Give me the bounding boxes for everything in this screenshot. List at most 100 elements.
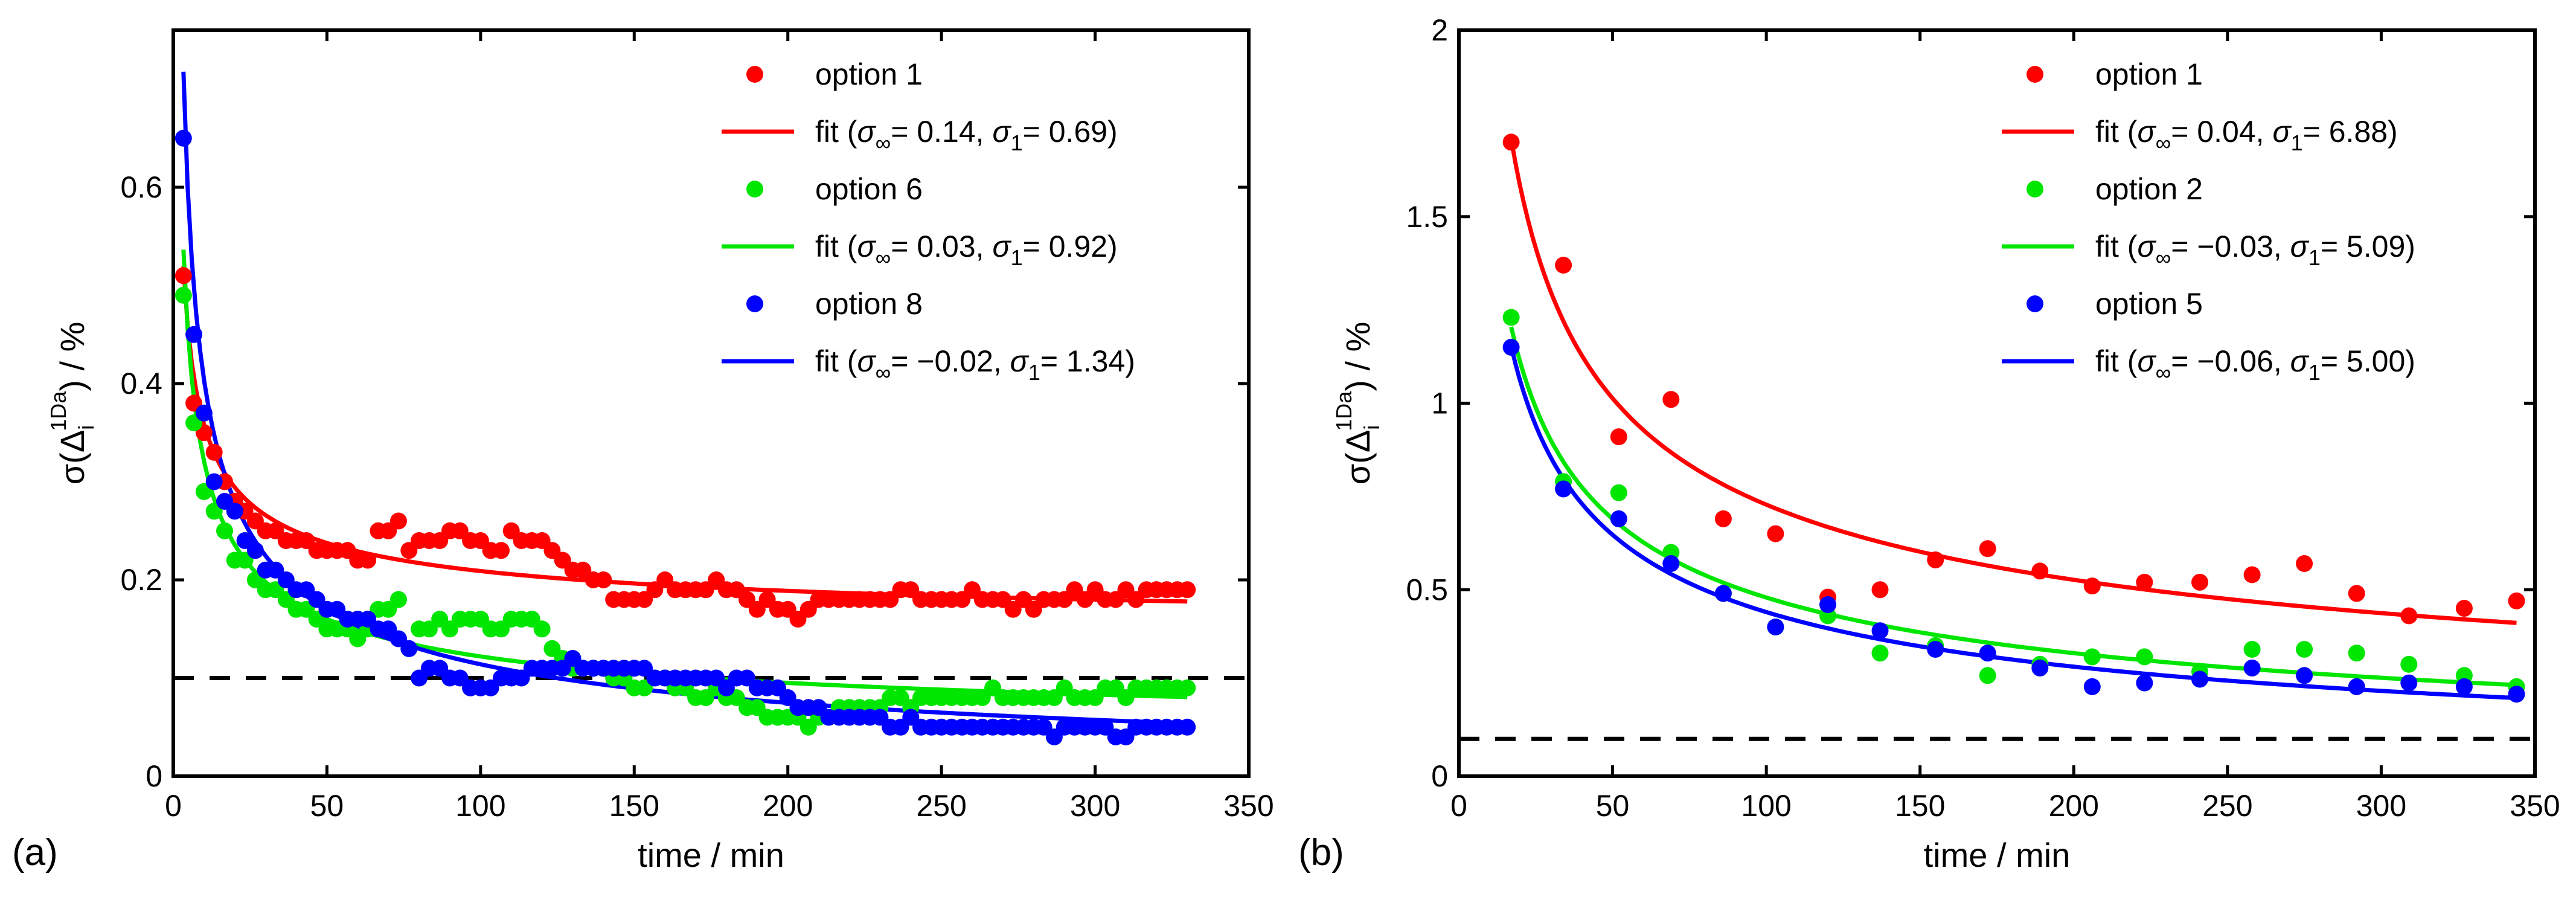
data-point-series-1 (390, 512, 407, 530)
fit-label-sigma: σ (992, 115, 1011, 149)
fit-label-subscript-inf: ∞ (876, 360, 891, 385)
fit-label-value-1: = 5.09) (2321, 230, 2415, 263)
data-point-series-1 (1871, 581, 1889, 599)
data-point-series-1 (175, 267, 192, 285)
data-point-series-3 (1555, 480, 1572, 498)
x-tick-label: 200 (2049, 789, 2099, 823)
x-tick-label: 300 (1070, 789, 1120, 823)
data-point-series-1 (2296, 555, 2313, 572)
data-point-series-3 (195, 404, 213, 422)
data-point-series-1 (1767, 525, 1784, 542)
x-axis-label: time / min (1924, 836, 2071, 874)
panel-a-label: (a) (12, 832, 58, 873)
y-axis-label-prefix: σ(Δ (53, 430, 91, 485)
fit-label-sigma: σ (857, 344, 876, 378)
y-tick-label: 0.4 (120, 367, 162, 400)
legend-marker-1 (746, 66, 763, 83)
fit-label-open: fit ( (815, 230, 857, 263)
y-axis-label-subscript: i (1359, 425, 1384, 430)
data-point-series-1 (2031, 562, 2049, 580)
legend-marker-1 (2027, 66, 2043, 83)
fit-label-subscript-inf: ∞ (2156, 245, 2171, 270)
fit-label-open: fit ( (815, 344, 857, 378)
fit-label-sigma: σ (2137, 115, 2156, 149)
data-point-series-3 (2400, 674, 2418, 692)
data-point-series-2 (2296, 641, 2313, 658)
data-point-series-2 (2348, 645, 2365, 662)
x-tick-label: 250 (2202, 789, 2252, 823)
x-tick-label: 100 (455, 789, 505, 823)
data-point-series-3 (1871, 622, 1889, 640)
fit-label-value-1: = 1.34) (1040, 344, 1135, 378)
plot-area (173, 30, 1249, 776)
data-point-series-1 (1610, 428, 1627, 446)
data-point-series-1 (2400, 607, 2418, 625)
y-axis-label-superscript: 1Da (1331, 391, 1356, 431)
y-tick-label: 0.2 (120, 563, 162, 597)
data-point-series-3 (1610, 510, 1627, 527)
data-point-series-1 (595, 571, 612, 588)
data-point-series-1 (493, 542, 510, 559)
data-point-series-1 (2083, 577, 2101, 595)
data-point-series-3 (2348, 678, 2365, 695)
data-point-series-3 (1819, 596, 1836, 613)
x-tick-label: 150 (1895, 789, 1945, 823)
y-axis-label-suffix: ) / % (53, 322, 91, 391)
panel-a: (a) 0 50 100 150 200 250 300 350 0 0.2 0.4 0.6 time … (12, 28, 1274, 874)
data-point-series-3 (2191, 670, 2208, 688)
data-point-series-2 (533, 620, 551, 638)
legend-fit-label-3: fit (σ∞= −0.06, σ1= 5.00) (2095, 344, 2415, 385)
fit-label-sigma: σ (2290, 344, 2310, 378)
legend-entry-2: option 2 (2095, 172, 2203, 206)
fit-label-subscript-inf: ∞ (876, 245, 891, 270)
fit-label-subscript-1: 1 (2291, 130, 2303, 155)
fit-curve-1 (1509, 138, 2517, 625)
data-point-series-3 (2031, 659, 2049, 677)
data-point-series-3 (2243, 659, 2261, 677)
fit-label-value-1: = 0.69) (1023, 115, 1118, 149)
x-axis-label: time / min (638, 836, 784, 874)
data-point-series-3 (246, 542, 264, 559)
legend-fit-label-2: fit (σ∞= 0.03, σ1= 0.92) (815, 230, 1118, 270)
y-tick-label: 0.6 (120, 170, 162, 204)
x-tick-label: 0 (165, 789, 182, 823)
fit-label-open: fit ( (2095, 344, 2138, 378)
panel-b-label: (b) (1298, 832, 1344, 873)
fit-label-value-inf: = 0.04, (2171, 115, 2272, 149)
data-point-series-3 (400, 640, 418, 657)
fit-label-subscript-inf: ∞ (2156, 360, 2171, 385)
data-point-series-1 (2455, 600, 2473, 617)
fit-label-sigma: σ (1010, 344, 1030, 378)
y-tick-label: 1.5 (1406, 200, 1448, 234)
fit-label-value-1: = 5.00) (2321, 344, 2415, 378)
legend-marker-3 (2027, 295, 2043, 312)
y-axis-label-subscript: i (74, 425, 98, 430)
legend-fit-label-1: fit (σ∞= 0.14, σ1= 0.69) (815, 115, 1118, 155)
data-point-series-2 (1502, 309, 1520, 326)
fit-label-sigma: σ (992, 230, 1011, 263)
fit-label-sigma: σ (2137, 344, 2156, 378)
data-point-series-2 (2243, 641, 2261, 658)
data-point-series-3 (205, 473, 223, 490)
data-point-series-1 (205, 443, 223, 461)
fit-label-value-inf: = −0.03, (2171, 230, 2290, 263)
data-point-series-2 (1871, 645, 1889, 662)
data-point-series-3 (1927, 641, 1944, 658)
data-point-series-3 (2136, 674, 2153, 692)
fit-label-open: fit ( (2095, 115, 2138, 149)
data-point-series-3 (2296, 667, 2313, 684)
data-point-series-2 (175, 286, 192, 304)
fit-label-sigma: σ (2137, 230, 2156, 263)
x-tick-label: 300 (2356, 789, 2406, 823)
legend-marker-2 (2027, 181, 2043, 198)
data-point-series-1 (2348, 585, 2365, 602)
data-point-series-1 (1714, 510, 1732, 527)
legend-fit-label-2: fit (σ∞= −0.03, σ1= 5.09) (2095, 230, 2415, 270)
legend-entry-1: option 1 (815, 57, 923, 91)
fit-label-subscript-1: 1 (1028, 360, 1040, 385)
x-tick-label: 50 (1596, 789, 1630, 823)
legend-entry-1: option 1 (2095, 57, 2203, 91)
data-point-series-3 (1767, 619, 1784, 635)
data-point-series-2 (2083, 648, 2101, 666)
